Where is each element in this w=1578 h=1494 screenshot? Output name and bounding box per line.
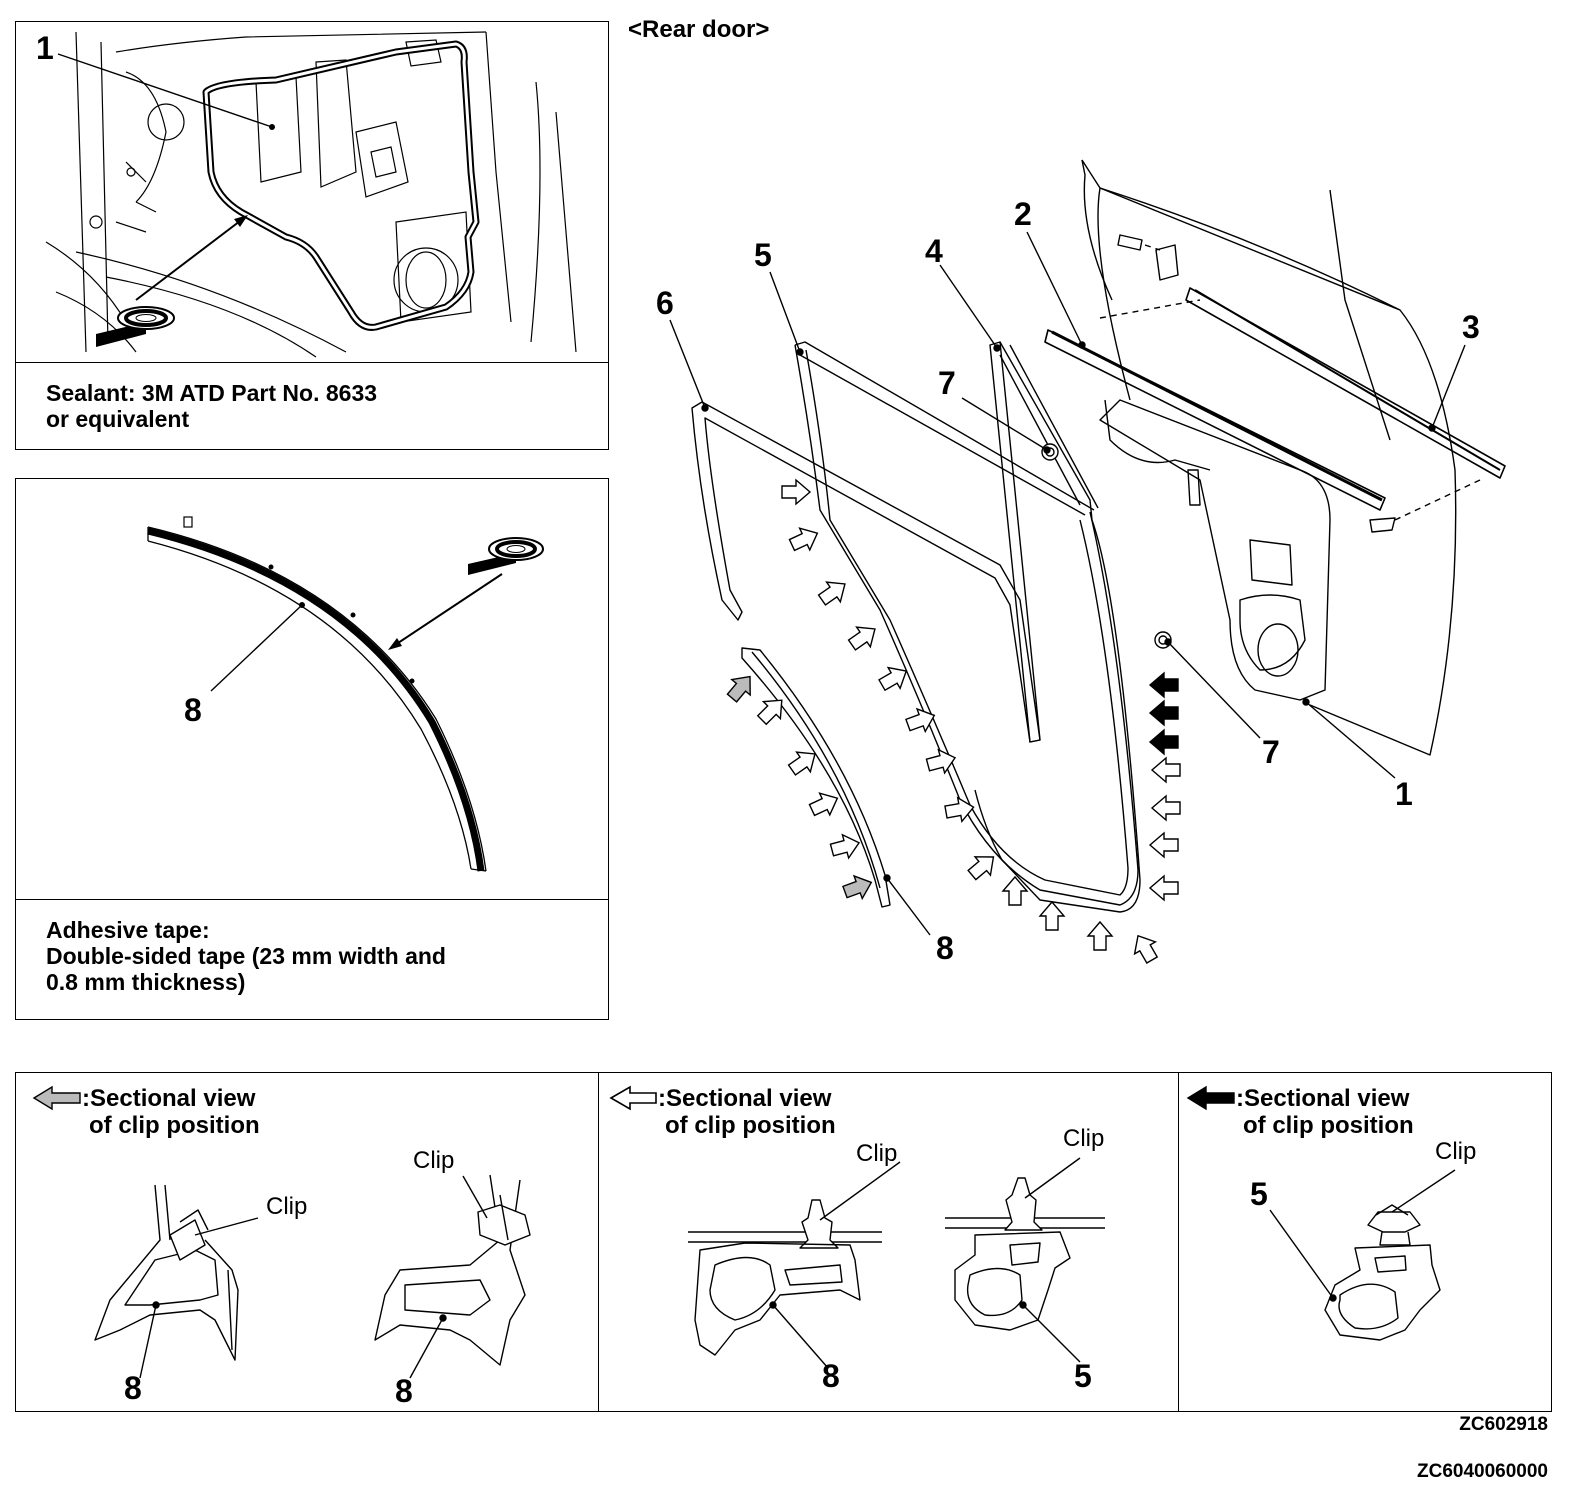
sealant-caption: Sealant: 3M ATD Part No. 8633 or equival… bbox=[46, 380, 377, 432]
section-2-clip-b-label: Clip bbox=[1063, 1125, 1105, 1152]
section-divider-1 bbox=[598, 1073, 599, 1411]
section-2-part-a: 8 bbox=[822, 1358, 840, 1394]
callout-2: 2 bbox=[1014, 196, 1032, 232]
rear-door-exploded-view bbox=[669, 159, 1506, 967]
hatched-arrow-icon bbox=[32, 1085, 81, 1111]
tape-caption-line3: 0.8 mm thickness) bbox=[46, 969, 246, 995]
tape-divider bbox=[16, 899, 608, 900]
view-title: <Rear door> bbox=[628, 16, 770, 43]
figure-code-1: ZC602918 bbox=[1459, 1414, 1548, 1435]
callout-7-lower: 7 bbox=[1262, 734, 1280, 770]
sealant-divider bbox=[16, 362, 608, 363]
section-3-header-line2: of clip position bbox=[1243, 1112, 1414, 1139]
section-1-part-b: 8 bbox=[395, 1373, 413, 1409]
section-1-header-line2: of clip position bbox=[89, 1112, 260, 1139]
section-1-title-line1: :Sectional view bbox=[82, 1085, 256, 1112]
callout-3: 3 bbox=[1462, 309, 1480, 345]
tape-caption-line2: Double-sided tape (23 mm width and bbox=[46, 943, 446, 969]
section-2-clip-a-label: Clip bbox=[856, 1140, 898, 1167]
section-2-part-b: 5 bbox=[1074, 1358, 1092, 1394]
tape-caption-line1: Adhesive tape: bbox=[46, 917, 210, 943]
callout-6: 6 bbox=[656, 285, 674, 321]
figure-code-2: ZC6040060000 bbox=[1417, 1461, 1548, 1482]
section-1-clip-label: Clip bbox=[266, 1193, 308, 1220]
section-1-header: :Sectional view bbox=[82, 1085, 255, 1112]
tape-roll-icon bbox=[468, 537, 544, 575]
callout-5: 5 bbox=[754, 237, 772, 273]
callout-4: 4 bbox=[925, 233, 943, 269]
section-2-header: :Sectional view bbox=[658, 1085, 831, 1112]
callout-1: 1 bbox=[1395, 776, 1413, 812]
tape-caption: Adhesive tape: Double-sided tape (23 mm … bbox=[46, 917, 446, 995]
sealant-caption-line1: Sealant: 3M ATD Part No. 8633 bbox=[46, 380, 378, 406]
section-divider-2 bbox=[1178, 1073, 1179, 1411]
tape-roll-icon bbox=[96, 306, 175, 347]
section-3-title-line1: :Sectional view bbox=[1236, 1085, 1410, 1112]
sealant-callout-1: 1 bbox=[36, 30, 54, 66]
sealant-panel: Sealant: 3M ATD Part No. 8633 or equival… bbox=[15, 21, 609, 450]
sealant-caption-line2: or equivalent bbox=[46, 406, 190, 432]
section-1b-clip-label: Clip bbox=[413, 1147, 455, 1174]
section-3-clip-label: Clip bbox=[1435, 1138, 1477, 1165]
section-2-header-line2: of clip position bbox=[665, 1112, 836, 1139]
callout-7-upper: 7 bbox=[938, 365, 956, 401]
section-2-title-line1: :Sectional view bbox=[658, 1085, 832, 1112]
section-1-part-a: 8 bbox=[124, 1370, 142, 1406]
section-3-part: 5 bbox=[1250, 1176, 1268, 1212]
tape-callout-8: 8 bbox=[184, 692, 202, 728]
door-inner-panel-drawing bbox=[45, 31, 577, 358]
section-3-header: :Sectional view bbox=[1236, 1085, 1409, 1112]
callout-8: 8 bbox=[936, 930, 954, 966]
black-arrow-icon bbox=[1186, 1085, 1235, 1111]
weatherstrip-8-tape-drawing bbox=[147, 516, 544, 872]
hollow-arrow-icon bbox=[609, 1085, 657, 1111]
adhesive-tape-panel: Adhesive tape: Double-sided tape (23 mm … bbox=[15, 478, 609, 1020]
